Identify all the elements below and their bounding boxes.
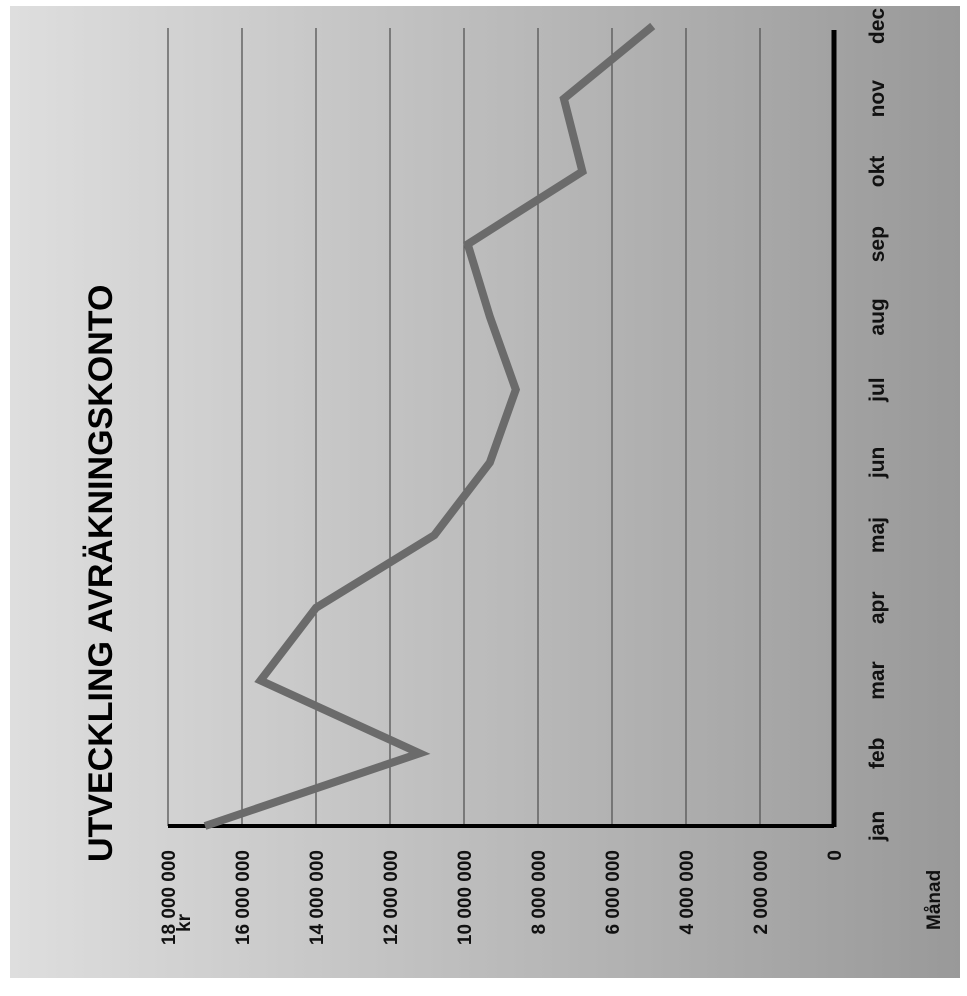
chart-title: UTVECKLING AVRÄKNINGSKONTO xyxy=(82,285,120,862)
y-tick-label: 2 000 000 xyxy=(751,850,772,935)
y-tick-label: 10 000 000 xyxy=(455,850,476,945)
x-axis-label: Månad xyxy=(924,870,945,930)
x-tick-label: jul xyxy=(866,377,889,403)
y-tick-label: 8 000 000 xyxy=(529,850,550,935)
y-tick-label: 14 000 000 xyxy=(307,850,328,945)
y-tick-label: 6 000 000 xyxy=(603,850,624,935)
y-axis-label: kr xyxy=(174,913,195,932)
x-tick-label: nov xyxy=(866,80,889,118)
x-tick-label: maj xyxy=(866,517,889,553)
x-tick-label: jan xyxy=(866,811,889,842)
y-tick-label: 0 xyxy=(825,850,846,861)
x-tick-label: dec xyxy=(866,8,889,45)
y-tick-label: 16 000 000 xyxy=(233,850,254,945)
x-tick-label: apr xyxy=(866,591,889,624)
plot-area-background xyxy=(10,6,960,978)
x-tick-label: sep xyxy=(866,226,889,262)
x-tick-label: mar xyxy=(866,661,889,700)
x-tick-label: feb xyxy=(866,738,889,770)
y-tick-label: 4 000 000 xyxy=(677,850,698,935)
y-tick-label: 12 000 000 xyxy=(381,850,402,945)
x-tick-label: okt xyxy=(866,156,889,188)
x-tick-label: aug xyxy=(866,298,889,335)
x-tick-label: jun xyxy=(866,447,889,480)
